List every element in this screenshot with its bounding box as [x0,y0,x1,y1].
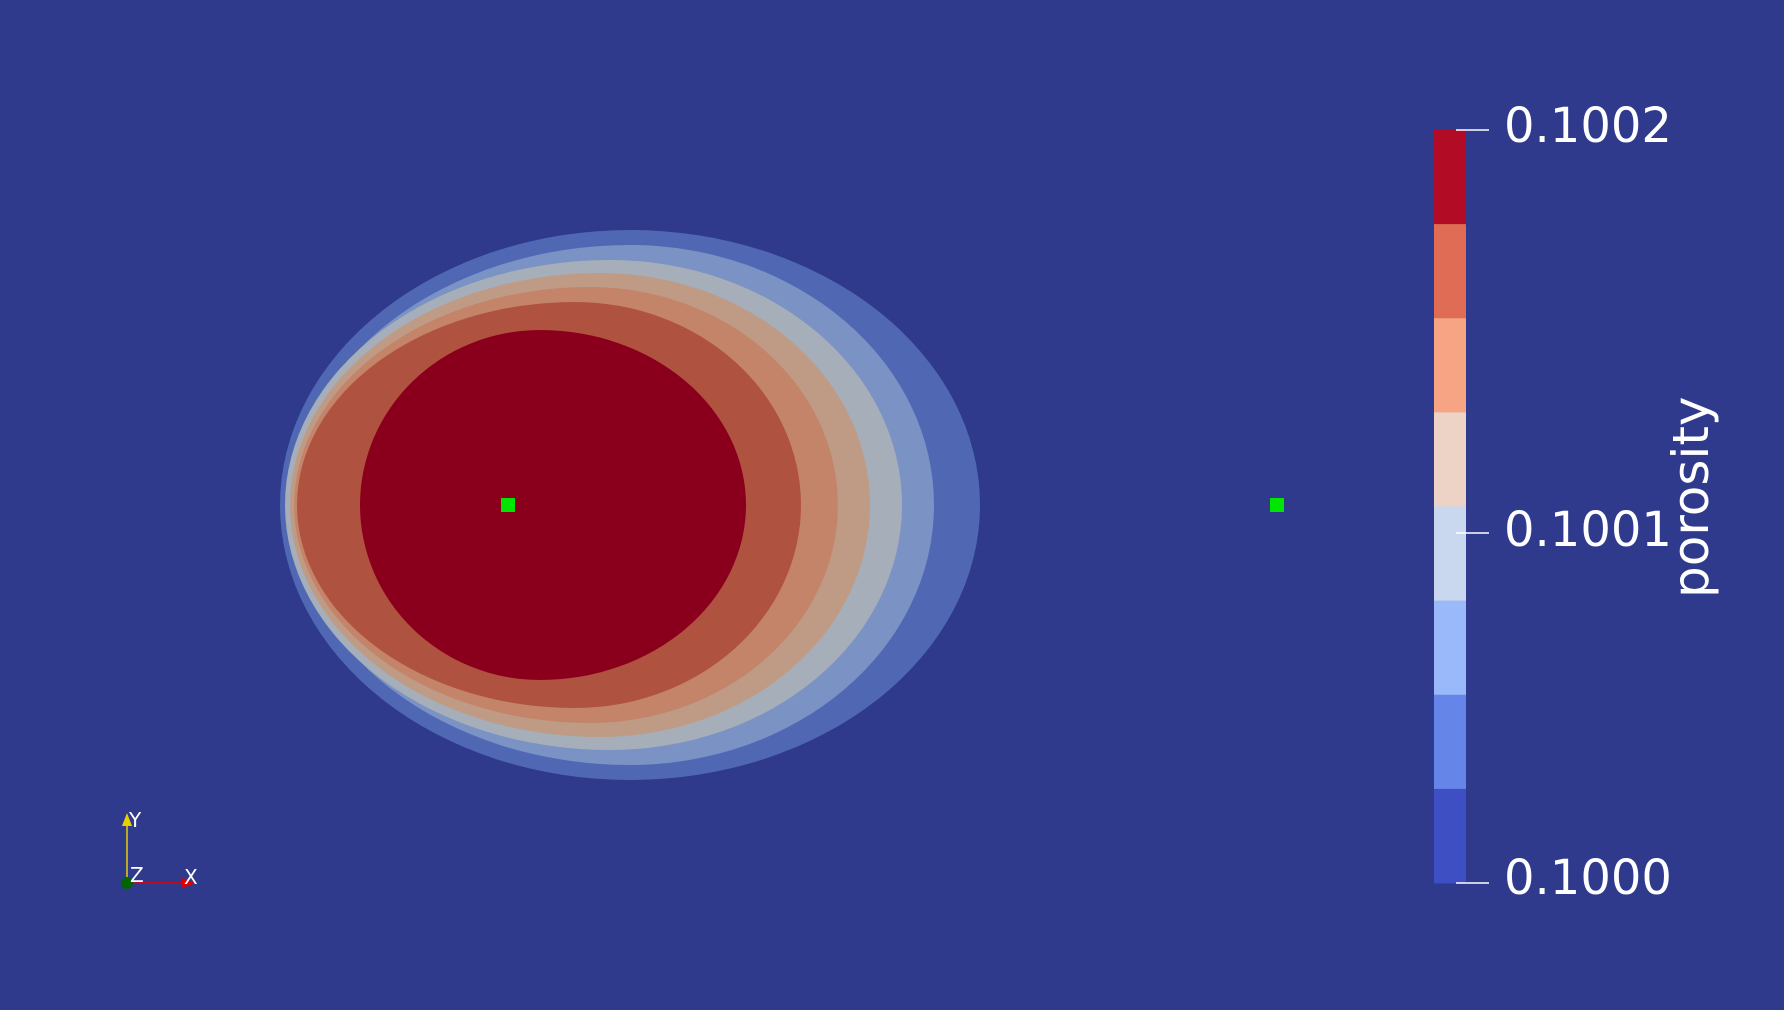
scalar-bar-band-2 [1434,224,1466,319]
contour-band-7 [360,330,746,680]
y-axis-arrow-icon [122,813,132,826]
scalar-bar-band-8 [1434,788,1466,884]
scalar-bar-title: porosity [1662,396,1720,598]
scalar-bar-tick-mid: 0.1001 [1504,502,1672,558]
x-axis-label: X [184,865,198,889]
scalar-bar-bands [1434,130,1466,884]
scalar-bar-band-5 [1434,506,1466,602]
x-axis-arrow-icon [182,878,196,888]
y-axis-label: Y [128,808,142,832]
scalar-bar-ticks [1456,129,1489,884]
scalar-bar-band-3 [1434,318,1466,413]
scalar-bar-tick-max: 0.1002 [1504,98,1672,154]
z-axis-dot-icon [121,877,133,889]
scalar-bar-band-6 [1434,600,1466,696]
probe-point-2 [1270,498,1284,512]
scalar-bar-band-1 [1434,130,1466,225]
porosity-contours [280,230,980,780]
probe-point-1 [501,498,515,512]
scalar-bar-band-7 [1434,694,1466,790]
orientation-axes-widget: Y Z X [121,808,198,889]
scalar-bar-tick-min: 0.1000 [1504,850,1672,906]
scalar-bar-band-4 [1434,412,1466,507]
probe-points [501,498,1284,512]
z-axis-label: Z [130,863,144,887]
